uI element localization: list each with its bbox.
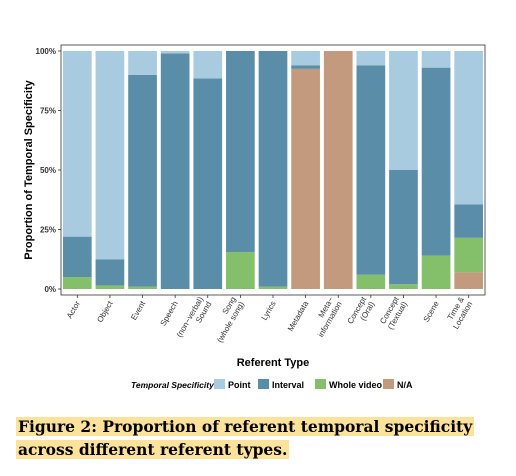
legend-swatch-point [214,379,225,389]
x-tick-label-lyrics: Lyrics [260,300,278,322]
bar-event-whole-video [128,286,157,289]
bar-metadata-interval [291,65,320,69]
x-tick-label-actor: Actor [65,299,82,320]
bar-scene-whole-video [421,255,451,289]
x-tick-label-scene: Scene [422,299,441,324]
x-tick-label-meta-information: Meta−information [308,295,344,339]
figure-caption: Figure 2: Proportion of referent tempora… [16,415,492,461]
bar-speech-point [160,51,190,54]
bar-actor-point [62,51,92,237]
bar-time-location-interval [454,204,484,238]
y-axis-title: Proportion of Temporal Specificity [23,79,35,259]
bar-lyrics-whole-video [258,286,288,289]
y-tick-label: 0% [44,285,56,294]
x-tick-label-speech: Speech [159,300,180,328]
bar-actor-interval [62,236,92,278]
legend-label-interval: Interval [272,380,304,390]
bar-actor-whole-video [62,277,92,289]
bar-object-whole-video [95,285,125,289]
figure-caption-text: Figure 2: Proportion of referent tempora… [16,417,475,459]
bar-scene-point [421,51,451,68]
stacked-bar-chart: 0% 25% 50% 75% 100% Actor Object Event Speech(n… [23,44,486,390]
bar-object-interval [95,259,125,286]
legend-label-n-a: N/A [397,380,413,390]
x-axis: Actor Object Event Speech(non−verbal)Sound S… [65,295,474,345]
bar-speech-interval [160,53,190,289]
x-tick-label-object: Object [95,299,115,324]
x-tick-label-song-whole-song: Song(whole song) [207,295,246,344]
bar-metadata-point [291,51,320,66]
bar-concept-textual-point [389,51,418,170]
bars-group [62,51,484,290]
bar-concept-oral-interval [356,65,386,275]
bar-event-point [128,51,157,75]
bar-time-location-whole-video [454,237,484,273]
legend-swatch-interval [258,379,269,389]
y-axis: 0% 25% 50% 75% 100% [36,47,61,294]
y-tick-label: 50% [40,166,56,175]
x-tick-label-non-verbal-sound: (non−verbal)Sound [175,295,214,344]
legend-label-whole-video: Whole video [329,380,383,390]
bar-meta-information-n-a [323,51,353,289]
bar-non-verbal-sound-interval [193,78,223,290]
x-tick-label-metadata: Metadata [286,299,311,333]
x-tick-label-concept-textual: Concept(Textual) [378,295,410,331]
y-tick-label: 100% [36,47,56,56]
bar-concept-textual-whole-video [389,284,418,289]
legend: Temporal Specificity Point Interval Whole v… [131,379,413,390]
x-axis-title: Referent Type [237,357,310,369]
x-tick-label-event: Event [129,299,147,322]
bar-non-verbal-sound-point [193,51,223,79]
legend-swatch-n-a [383,379,394,389]
bar-concept-textual-interval [389,170,418,285]
bar-concept-oral-point [356,51,386,66]
bar-scene-interval [421,67,451,256]
x-tick-label-time-location: Time &Location [443,295,474,331]
bar-song-whole-song-whole-video [226,252,255,289]
y-tick-label: 75% [40,107,56,116]
legend-title: Temporal Specificity [131,380,215,390]
bar-time-location-n-a [454,272,484,289]
y-tick-label: 25% [40,226,56,235]
bar-concept-oral-whole-video [356,274,386,289]
bar-time-location-point [454,51,484,205]
bar-metadata-n-a [291,68,320,289]
bar-event-interval [128,74,157,287]
legend-label-point: Point [228,380,251,390]
legend-swatch-whole-video [315,379,326,389]
bar-lyrics-interval [258,51,288,287]
bar-song-whole-song-interval [226,51,255,253]
x-tick-label-concept-oral: Concept(Oral) [346,295,377,331]
bar-object-point [95,51,125,260]
